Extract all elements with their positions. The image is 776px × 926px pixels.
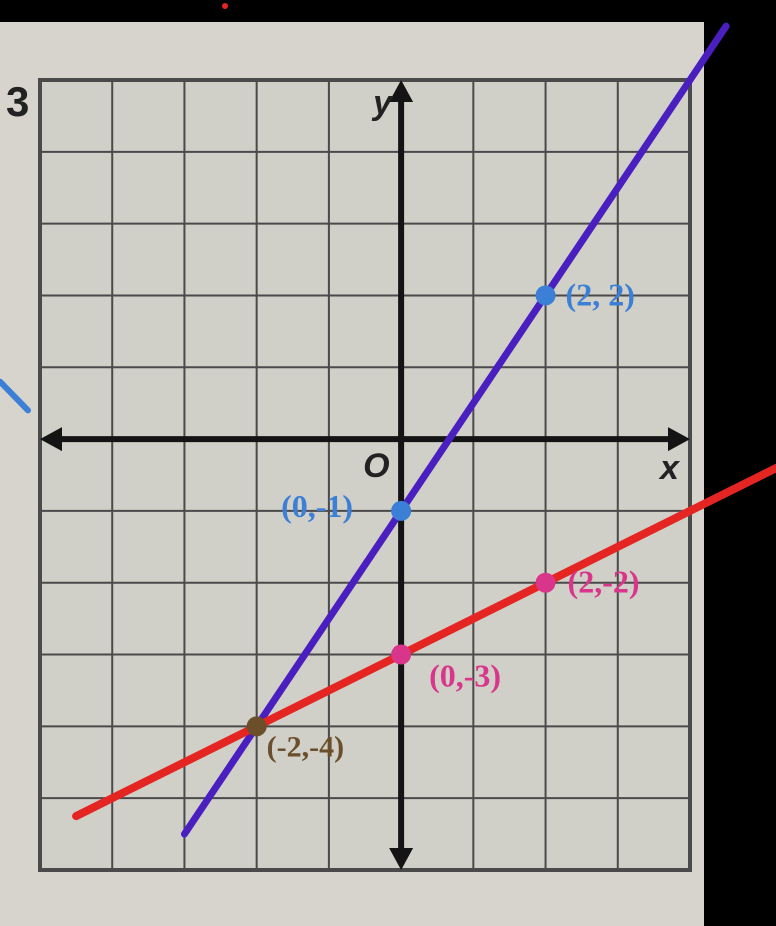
point-label: (0,-3) [429,658,501,694]
problem-number: 3 [6,78,29,125]
x-label: x [658,449,681,487]
point-label: (2, 2) [566,276,635,312]
stray-dot [222,3,228,9]
coordinate-chart: y x O (2, 2) (0,-1) (2,-2) (0,-3) (-2,-4) 3 [0,0,776,926]
point-dot [391,645,411,665]
chart-container: y x O (2, 2) (0,-1) (2,-2) (0,-3) (-2,-4) 3 [0,0,776,926]
origin-label-svg: O [363,447,389,485]
point-label: (2,-2) [568,564,640,600]
point-dot [247,716,267,736]
y-label: y [371,84,394,122]
point-dot [536,285,556,305]
point-dot [391,501,411,521]
point-label: (0,-1) [281,488,353,524]
point-dot [536,573,556,593]
point-label: (-2,-4) [267,730,344,763]
